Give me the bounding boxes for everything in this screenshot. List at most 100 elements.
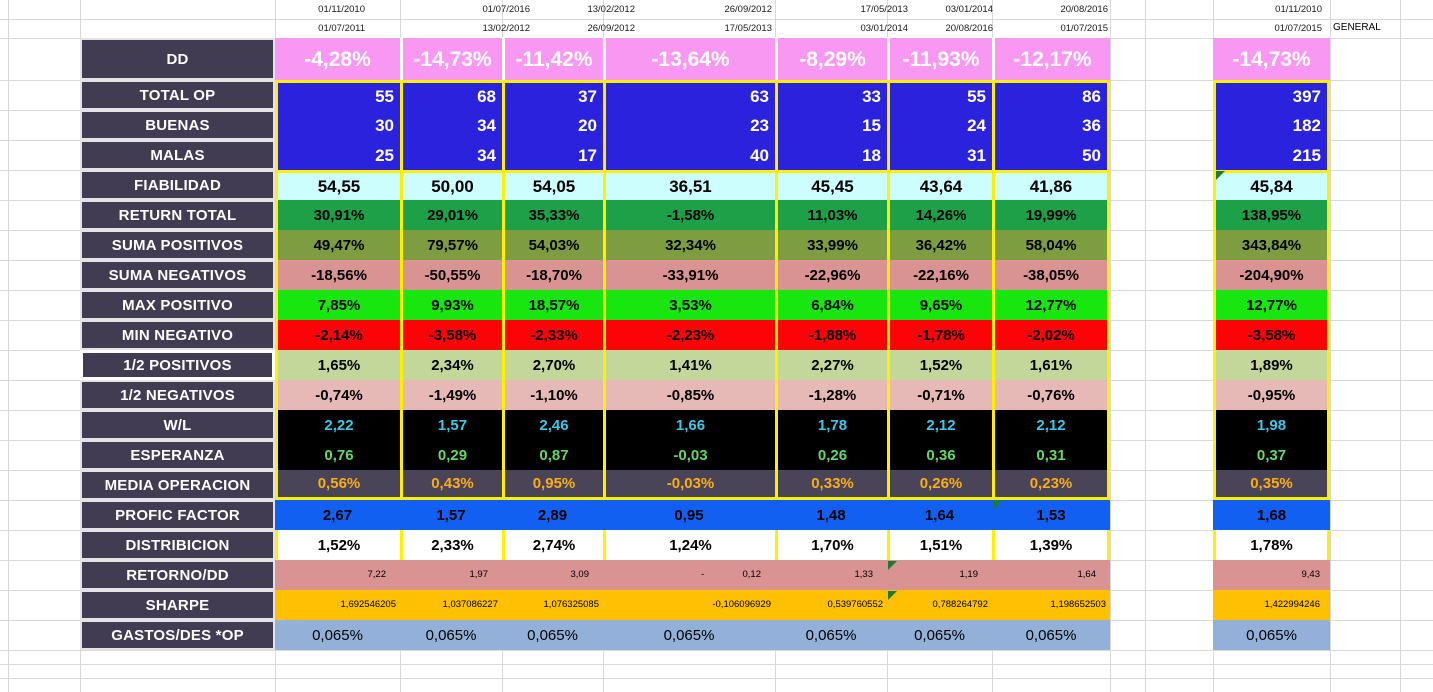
cell-media-operacion-c2[interactable]: 0,43% — [400, 470, 502, 500]
cell-max-positivo-c3[interactable]: 18,57% — [502, 290, 603, 320]
header-date-to[interactable]: 01/07/2015 — [1060, 22, 1108, 34]
header-date-from[interactable]: 03/01/2014 — [945, 3, 993, 15]
cell-suma-positivos-c4[interactable]: 32,34% — [603, 230, 775, 260]
cell-suma-positivos-c7[interactable]: 58,04% — [992, 230, 1110, 260]
cell-w-l-c3[interactable]: 2,46 — [502, 410, 603, 440]
cell-return-total-c6[interactable]: 14,26% — [887, 200, 992, 230]
cell-suma-negativos-c4[interactable]: -33,91% — [603, 260, 775, 290]
cell-buenas-general[interactable]: 182 — [1213, 110, 1330, 140]
cell-half-positivos-c2[interactable]: 2,34% — [400, 350, 502, 380]
cell-suma-positivos-c3[interactable]: 54,03% — [502, 230, 603, 260]
cell-half-negativos-general[interactable]: -0,95% — [1213, 380, 1330, 410]
cell-esperanza-c1[interactable]: 0,76 — [275, 440, 400, 470]
cell-fiabilidad-c2[interactable]: 50,00 — [400, 170, 502, 200]
cell-media-operacion-c4[interactable]: -0,03% — [603, 470, 775, 500]
cell-sharpe-c3[interactable]: 1,076325085 — [502, 590, 603, 620]
cell-buenas-c4[interactable]: 23 — [603, 110, 775, 140]
cell-sharpe-c1[interactable]: 1,692546205 — [275, 590, 400, 620]
cell-w-l-c5[interactable]: 1,78 — [775, 410, 887, 440]
cell-sharpe-c7[interactable]: 1,198652503 — [992, 590, 1110, 620]
cell-half-positivos-c5[interactable]: 2,27% — [775, 350, 887, 380]
cell-malas-c7[interactable]: 50 — [992, 140, 1110, 170]
cell-retorno-dd-c4[interactable]: - 0,12 — [603, 560, 775, 590]
cell-half-positivos-c4[interactable]: 1,41% — [603, 350, 775, 380]
cell-max-positivo-c6[interactable]: 9,65% — [887, 290, 992, 320]
cell-profic-factor-c1[interactable]: 2,67 — [275, 500, 400, 530]
cell-fiabilidad-c3[interactable]: 54,05 — [502, 170, 603, 200]
cell-fiabilidad-c7[interactable]: 41,86 — [992, 170, 1110, 200]
cell-min-negativo-c6[interactable]: -1,78% — [887, 320, 992, 350]
cell-malas-c4[interactable]: 40 — [603, 140, 775, 170]
row-label-sharpe[interactable]: SHARPE — [80, 590, 275, 620]
cell-dd-c5[interactable]: -8,29% — [775, 38, 887, 80]
cell-sharpe-c2[interactable]: 1,037086227 — [400, 590, 502, 620]
cell-half-negativos-c2[interactable]: -1,49% — [400, 380, 502, 410]
cell-distribicion-c7[interactable]: 1,39% — [992, 530, 1110, 560]
cell-buenas-c2[interactable]: 34 — [400, 110, 502, 140]
row-label-malas[interactable]: MALAS — [80, 140, 275, 170]
cell-profic-factor-general[interactable]: 1,68 — [1213, 500, 1330, 530]
header-date-from[interactable]: 17/05/2013 — [860, 3, 908, 15]
cell-dd-general[interactable]: -14,73% — [1213, 38, 1330, 80]
cell-w-l-c1[interactable]: 2,22 — [275, 410, 400, 440]
cell-fiabilidad-c1[interactable]: 54,55 — [275, 170, 400, 200]
row-label-buenas[interactable]: BUENAS — [80, 110, 275, 140]
cell-distribicion-general[interactable]: 1,78% — [1213, 530, 1330, 560]
cell-return-total-c7[interactable]: 19,99% — [992, 200, 1110, 230]
cell-half-positivos-general[interactable]: 1,89% — [1213, 350, 1330, 380]
cell-retorno-dd-c6[interactable]: 1,19 — [887, 560, 992, 590]
cell-min-negativo-c3[interactable]: -2,33% — [502, 320, 603, 350]
row-label-suma-positivos[interactable]: SUMA POSITIVOS — [80, 230, 275, 260]
row-label-half-negativos[interactable]: 1/2 NEGATIVOS — [80, 380, 275, 410]
row-label-w-l[interactable]: W/L — [80, 410, 275, 440]
cell-media-operacion-c1[interactable]: 0,56% — [275, 470, 400, 500]
cell-media-operacion-general[interactable]: 0,35% — [1213, 470, 1330, 500]
cell-suma-negativos-c3[interactable]: -18,70% — [502, 260, 603, 290]
cell-half-negativos-c7[interactable]: -0,76% — [992, 380, 1110, 410]
row-label-gastos-des-op[interactable]: GASTOS/DES *OP — [80, 620, 275, 650]
cell-w-l-c4[interactable]: 1,66 — [603, 410, 775, 440]
row-label-half-positivos[interactable]: 1/2 POSITIVOS — [80, 350, 275, 380]
cell-half-positivos-c6[interactable]: 1,52% — [887, 350, 992, 380]
cell-esperanza-c2[interactable]: 0,29 — [400, 440, 502, 470]
cell-gastos-des-op-c4[interactable]: 0,065% — [603, 620, 775, 650]
cell-distribicion-c3[interactable]: 2,74% — [502, 530, 603, 560]
header-date-to[interactable]: 26/09/2012 — [587, 22, 635, 34]
cell-profic-factor-c2[interactable]: 1,57 — [400, 500, 502, 530]
cell-retorno-dd-c1[interactable]: 7,22 — [275, 560, 400, 590]
cell-distribicion-c4[interactable]: 1,24% — [603, 530, 775, 560]
cell-profic-factor-c7[interactable]: 1,53 — [992, 500, 1110, 530]
cell-malas-c3[interactable]: 17 — [502, 140, 603, 170]
cell-malas-c1[interactable]: 25 — [275, 140, 400, 170]
header-date-from[interactable]: 20/08/2016 — [1060, 3, 1108, 15]
cell-retorno-dd-c5[interactable]: 1,33 — [775, 560, 887, 590]
cell-buenas-c6[interactable]: 24 — [887, 110, 992, 140]
cell-gastos-des-op-c5[interactable]: 0,065% — [775, 620, 887, 650]
cell-gastos-des-op-c2[interactable]: 0,065% — [400, 620, 502, 650]
cell-min-negativo-general[interactable]: -3,58% — [1213, 320, 1330, 350]
cell-w-l-c2[interactable]: 1,57 — [400, 410, 502, 440]
cell-dd-c4[interactable]: -13,64% — [603, 38, 775, 80]
cell-return-total-general[interactable]: 138,95% — [1213, 200, 1330, 230]
cell-dd-c6[interactable]: -11,93% — [887, 38, 992, 80]
cell-suma-negativos-c6[interactable]: -22,16% — [887, 260, 992, 290]
cell-fiabilidad-c4[interactable]: 36,51 — [603, 170, 775, 200]
cell-fiabilidad-c5[interactable]: 45,45 — [775, 170, 887, 200]
header-date-from[interactable]: 26/09/2012 — [724, 3, 772, 15]
cell-return-total-c5[interactable]: 11,03% — [775, 200, 887, 230]
row-label-distribicion[interactable]: DISTRIBICION — [80, 530, 275, 560]
cell-esperanza-c5[interactable]: 0,26 — [775, 440, 887, 470]
cell-distribicion-c5[interactable]: 1,70% — [775, 530, 887, 560]
row-label-dd[interactable]: DD — [80, 38, 275, 80]
cell-suma-positivos-c5[interactable]: 33,99% — [775, 230, 887, 260]
cell-malas-c6[interactable]: 31 — [887, 140, 992, 170]
cell-suma-positivos-c6[interactable]: 36,42% — [887, 230, 992, 260]
cell-half-negativos-c5[interactable]: -1,28% — [775, 380, 887, 410]
row-label-retorno-dd[interactable]: RETORNO/DD — [80, 560, 275, 590]
header-date-to[interactable]: 17/05/2013 — [724, 22, 772, 34]
cell-min-negativo-c2[interactable]: -3,58% — [400, 320, 502, 350]
cell-sharpe-general[interactable]: 1,422994246 — [1213, 590, 1330, 620]
cell-esperanza-c6[interactable]: 0,36 — [887, 440, 992, 470]
cell-dd-c7[interactable]: -12,17% — [992, 38, 1110, 80]
cell-w-l-c6[interactable]: 2,12 — [887, 410, 992, 440]
